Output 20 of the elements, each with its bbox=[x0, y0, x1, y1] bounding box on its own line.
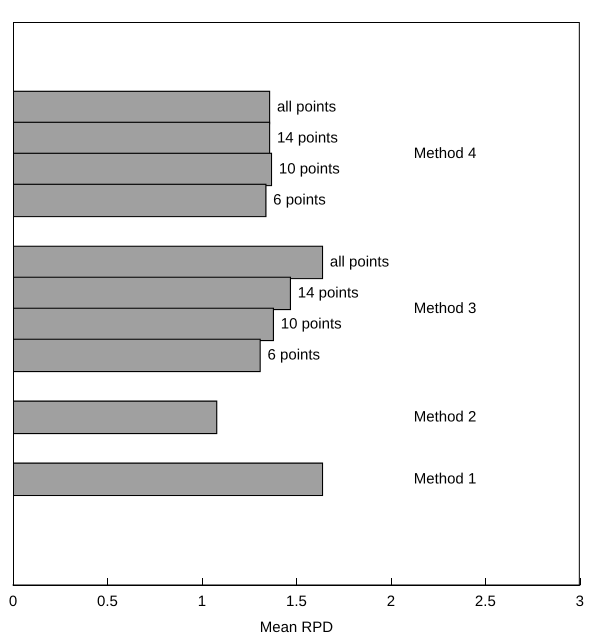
annotation: Method 4 bbox=[414, 145, 476, 162]
x-tick-label: 0 bbox=[8, 593, 18, 610]
y-tick-label: 6 points bbox=[273, 192, 326, 209]
y-tick-label: 14 points bbox=[276, 130, 338, 147]
x-tick-label: 0.5 bbox=[97, 593, 118, 610]
y-tick-label: 6 points bbox=[268, 346, 320, 364]
x-tick-label: 3 bbox=[576, 593, 584, 610]
y-tick-label: 10 points bbox=[280, 316, 342, 333]
annotation: Method 1 bbox=[414, 470, 476, 488]
y-tick-label: all points bbox=[330, 254, 390, 271]
y-tick-label: 14 points bbox=[298, 284, 359, 302]
y-tick-label: all points bbox=[276, 98, 336, 116]
x-tick-label: 1 bbox=[198, 593, 206, 610]
x-tick-label: 1.5 bbox=[286, 593, 307, 610]
annotation: Method 2 bbox=[414, 408, 476, 426]
x-tick-label: 2.5 bbox=[474, 593, 496, 610]
x-axis-title: Mean RPD bbox=[260, 619, 334, 636]
y-tick-label: 10 points bbox=[278, 160, 340, 178]
annotation: Method 3 bbox=[414, 300, 476, 318]
x-tick-label: 2 bbox=[386, 593, 396, 610]
